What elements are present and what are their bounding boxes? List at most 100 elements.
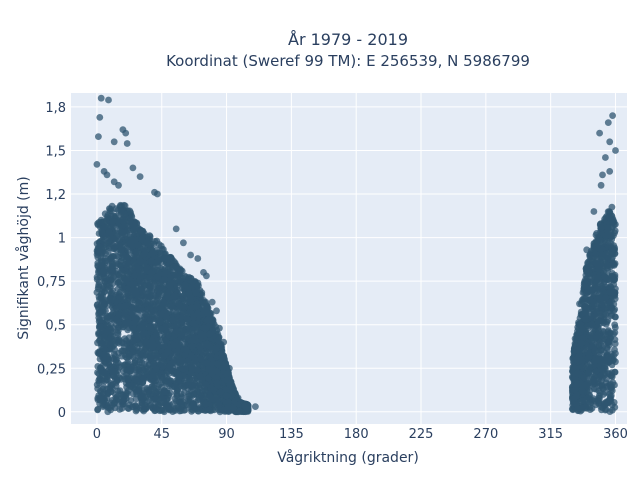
data-point — [113, 317, 120, 324]
data-point — [173, 390, 180, 397]
data-point — [98, 295, 105, 302]
data-point — [210, 387, 217, 394]
data-point — [99, 219, 106, 226]
data-point — [111, 346, 118, 353]
data-point — [108, 312, 115, 319]
data-point — [593, 386, 600, 393]
data-point — [153, 238, 160, 245]
data-point — [157, 318, 164, 325]
data-point — [214, 361, 221, 368]
data-point — [152, 396, 159, 403]
data-point — [242, 402, 249, 409]
data-point — [129, 287, 136, 294]
data-point — [102, 308, 109, 315]
data-point — [192, 290, 199, 297]
data-point — [612, 314, 619, 321]
data-point — [174, 265, 181, 272]
data-point — [115, 360, 122, 367]
data-point — [122, 277, 129, 284]
data-point — [601, 364, 608, 371]
data-point — [204, 317, 211, 324]
data-point — [121, 303, 128, 310]
data-point — [155, 286, 162, 293]
data-point — [171, 383, 178, 390]
data-point — [182, 282, 189, 289]
data-point — [128, 382, 135, 389]
data-point — [119, 397, 126, 404]
data-point — [149, 337, 156, 344]
data-point — [106, 281, 113, 288]
data-point — [135, 387, 142, 394]
data-point — [138, 272, 145, 279]
data-point — [96, 317, 103, 324]
data-point — [230, 405, 237, 412]
data-point — [140, 395, 147, 402]
data-point — [217, 389, 224, 396]
data-point — [207, 393, 214, 400]
data-point — [176, 277, 183, 284]
data-point — [137, 258, 144, 265]
data-point — [603, 358, 610, 365]
data-point — [124, 367, 131, 374]
data-point — [154, 273, 161, 280]
data-point — [213, 344, 220, 351]
data-point — [109, 264, 116, 271]
data-point — [611, 321, 618, 328]
data-point — [180, 309, 187, 316]
data-point — [130, 337, 137, 344]
data-point — [161, 389, 168, 396]
data-point — [118, 244, 125, 251]
data-point — [121, 218, 128, 225]
data-point — [173, 310, 180, 317]
data-point — [189, 343, 196, 350]
data-point — [610, 331, 617, 338]
data-point — [148, 258, 155, 265]
data-point — [146, 274, 153, 281]
data-point — [609, 361, 616, 368]
data-point — [145, 387, 152, 394]
data-point — [160, 398, 167, 405]
data-point — [201, 325, 208, 332]
data-point — [108, 380, 115, 387]
data-point — [104, 270, 111, 277]
data-point — [140, 366, 147, 373]
data-point — [197, 373, 204, 380]
data-point — [100, 403, 107, 410]
data-point — [106, 235, 113, 242]
data-point — [603, 311, 610, 318]
data-point — [189, 327, 196, 334]
data-point — [148, 308, 155, 315]
data-point — [105, 390, 112, 397]
data-point — [236, 408, 243, 415]
data-point — [97, 365, 104, 372]
data-point — [163, 313, 170, 320]
data-point — [164, 256, 171, 263]
data-point — [107, 296, 114, 303]
data-point — [194, 303, 201, 310]
data-point — [173, 321, 180, 328]
data-point — [609, 407, 616, 414]
data-point — [153, 389, 160, 396]
data-point — [188, 352, 195, 359]
data-point — [209, 370, 216, 377]
data-point — [164, 348, 171, 355]
data-point — [178, 402, 185, 409]
data-point — [122, 232, 129, 239]
data-point — [135, 242, 142, 249]
data-point — [118, 207, 125, 214]
data-point — [198, 333, 205, 340]
data-point — [202, 308, 209, 315]
data-point — [166, 363, 173, 370]
data-point — [113, 305, 120, 312]
data-point — [133, 249, 140, 256]
data-point — [129, 345, 136, 352]
data-point — [98, 340, 105, 347]
data-point — [139, 287, 146, 294]
data-point — [202, 407, 209, 414]
data-point — [133, 332, 140, 339]
data-point — [201, 385, 208, 392]
data-point — [137, 325, 144, 332]
data-point — [130, 403, 137, 410]
